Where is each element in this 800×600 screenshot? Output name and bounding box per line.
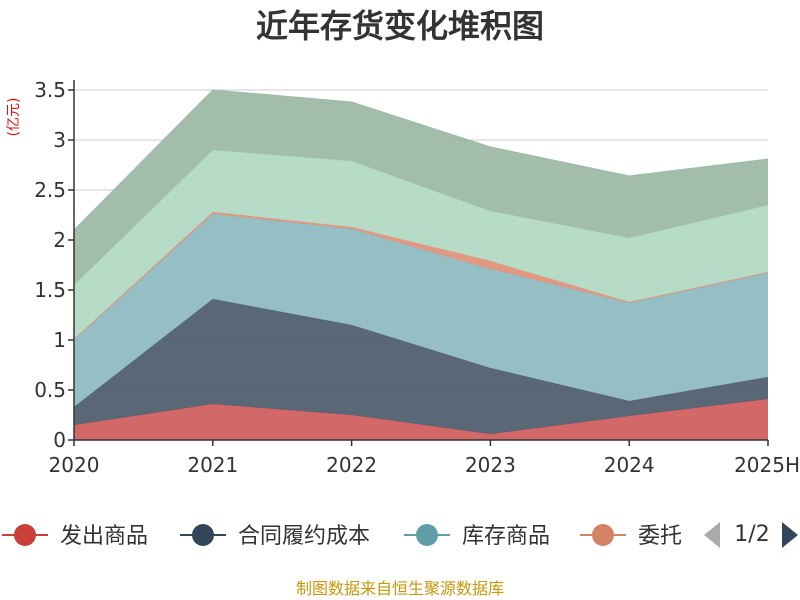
y-tick-label: 1.5 bbox=[34, 278, 66, 302]
area-series-line-5 bbox=[73, 89, 769, 231]
area-series-5 bbox=[74, 90, 768, 285]
area-series-2 bbox=[74, 214, 768, 407]
data-source: 制图数据来自恒生聚源数据库 bbox=[296, 579, 504, 598]
y-tick-label: 2 bbox=[53, 228, 66, 252]
x-tick-label: 2025H bbox=[734, 453, 800, 477]
x-tick-label: 2020 bbox=[49, 453, 100, 477]
y-tick-label: 3 bbox=[53, 128, 66, 152]
area-series-4 bbox=[74, 150, 768, 339]
legend-marker-icon bbox=[14, 524, 36, 546]
y-tick-label: 0 bbox=[53, 428, 66, 452]
legend-page-indicator: 1/2 bbox=[734, 522, 769, 547]
area-series-0 bbox=[74, 399, 768, 440]
legend-marker-icon bbox=[416, 524, 438, 546]
legend-item[interactable]: 发出商品 bbox=[2, 524, 148, 549]
y-tick-label: 2.5 bbox=[34, 178, 66, 202]
y-axis-unit: (亿元) bbox=[6, 98, 22, 137]
x-tick-label: 2021 bbox=[187, 453, 238, 477]
legend-item[interactable]: 库存商品 bbox=[404, 524, 550, 549]
legend: 发出商品 合同履约成本 库存商品 委托 bbox=[2, 524, 682, 549]
legend-label: 库存商品 bbox=[462, 524, 550, 549]
legend-label: 委托 bbox=[638, 524, 682, 549]
legend-label: 发出商品 bbox=[60, 524, 148, 549]
axes: 0 0.5 1 1.5 2 2.5 3 3.5 2020 2021 2022 2023 2024 2025… bbox=[34, 78, 800, 477]
legend-item[interactable]: 委托 bbox=[580, 524, 682, 549]
area-series bbox=[73, 89, 769, 440]
legend-marker-icon bbox=[192, 524, 214, 546]
y-tick-label: 1 bbox=[53, 328, 66, 352]
legend-pager: 1/2 bbox=[704, 522, 798, 548]
x-tick-label: 2022 bbox=[326, 453, 377, 477]
legend-label: 合同履约成本 bbox=[238, 524, 370, 549]
x-tick-label: 2023 bbox=[465, 453, 516, 477]
legend-marker-icon bbox=[592, 524, 614, 546]
x-tick-label: 2024 bbox=[604, 453, 655, 477]
legend-prev-icon[interactable] bbox=[704, 522, 720, 548]
y-tick-label: 3.5 bbox=[34, 78, 66, 102]
y-tick-label: 0.5 bbox=[34, 378, 66, 402]
chart-title: 近年存货变化堆积图 bbox=[256, 7, 544, 45]
area-series-1 bbox=[74, 299, 768, 434]
legend-next-icon[interactable] bbox=[782, 522, 798, 548]
legend-item[interactable]: 合同履约成本 bbox=[180, 524, 370, 549]
